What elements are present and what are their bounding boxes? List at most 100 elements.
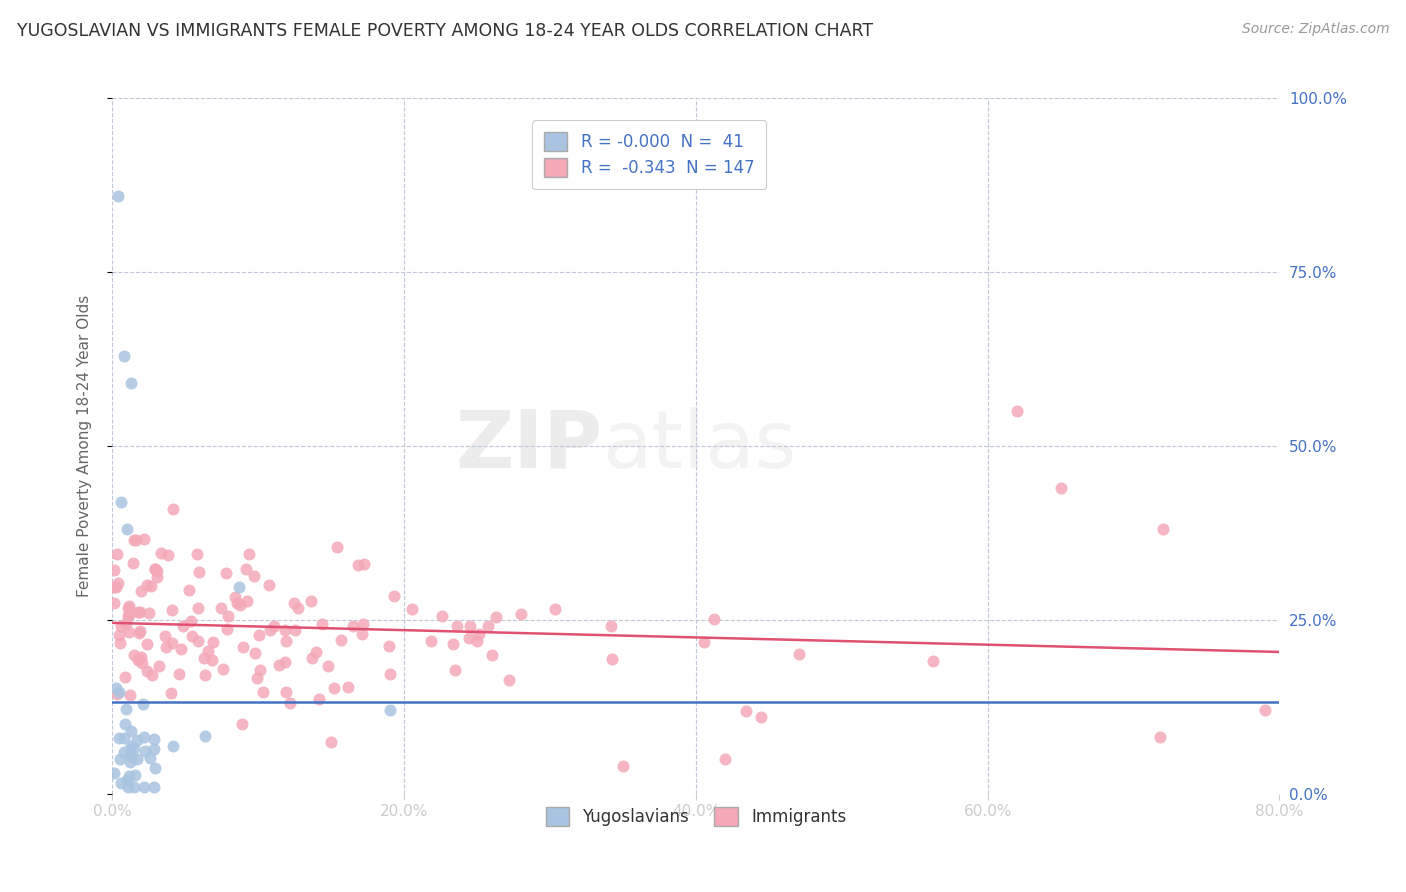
Point xyxy=(352,616,374,631)
Point xyxy=(118,769,141,783)
Point xyxy=(107,576,129,591)
Point xyxy=(103,580,125,594)
Point xyxy=(145,570,167,584)
Point xyxy=(751,710,773,724)
Point xyxy=(104,681,127,696)
Point xyxy=(201,653,224,667)
Point xyxy=(160,686,183,700)
Point xyxy=(120,688,142,702)
Point xyxy=(157,548,180,562)
Point xyxy=(124,768,146,782)
Point xyxy=(146,564,169,578)
Point xyxy=(155,640,177,655)
Point xyxy=(1152,523,1174,537)
Point xyxy=(108,636,131,650)
Point xyxy=(441,637,464,651)
Point xyxy=(460,618,482,632)
Point xyxy=(128,626,150,640)
Point xyxy=(187,633,209,648)
Point xyxy=(124,648,146,663)
Y-axis label: Female Poverty Among 18-24 Year Olds: Female Poverty Among 18-24 Year Olds xyxy=(77,295,91,597)
Point xyxy=(134,780,156,794)
Point xyxy=(509,607,531,621)
Point xyxy=(117,609,139,624)
Point xyxy=(135,664,157,678)
Point xyxy=(274,655,297,669)
Point xyxy=(170,642,193,657)
Point xyxy=(107,685,129,699)
Point xyxy=(114,670,136,684)
Point xyxy=(143,562,166,576)
Point xyxy=(350,627,373,641)
Point xyxy=(124,533,146,547)
Point xyxy=(378,703,401,717)
Point xyxy=(238,547,260,561)
Point xyxy=(112,349,135,363)
Point xyxy=(430,609,453,624)
Point xyxy=(287,600,309,615)
Point xyxy=(132,697,155,711)
Text: Source: ZipAtlas.com: Source: ZipAtlas.com xyxy=(1241,22,1389,37)
Point xyxy=(236,594,259,608)
Point xyxy=(209,601,232,615)
Point xyxy=(232,640,254,655)
Point xyxy=(120,376,142,391)
Point xyxy=(194,729,217,743)
Point xyxy=(129,650,152,665)
Point xyxy=(284,623,307,637)
Point xyxy=(347,558,370,573)
Point xyxy=(1149,730,1171,744)
Point xyxy=(247,628,270,642)
Point xyxy=(115,701,138,715)
Point xyxy=(326,540,349,554)
Point xyxy=(1049,481,1071,495)
Point xyxy=(226,596,249,610)
Point xyxy=(124,780,146,794)
Point xyxy=(600,619,623,633)
Point xyxy=(129,624,152,639)
Point xyxy=(180,615,202,629)
Point xyxy=(612,759,634,773)
Point xyxy=(263,619,285,633)
Point xyxy=(120,743,142,757)
Point xyxy=(316,659,339,673)
Point xyxy=(224,590,246,604)
Point xyxy=(308,692,330,706)
Point xyxy=(129,584,152,599)
Point xyxy=(201,634,224,648)
Point xyxy=(114,716,136,731)
Point xyxy=(181,629,204,643)
Point xyxy=(134,532,156,546)
Point xyxy=(138,751,160,765)
Point xyxy=(319,735,342,749)
Point xyxy=(110,619,132,633)
Point xyxy=(231,717,253,731)
Point xyxy=(125,533,148,547)
Point xyxy=(243,569,266,583)
Point xyxy=(259,624,281,638)
Point xyxy=(162,502,184,516)
Point xyxy=(117,780,139,794)
Point xyxy=(115,523,138,537)
Point xyxy=(484,609,506,624)
Point xyxy=(118,599,141,613)
Point xyxy=(197,644,219,658)
Point xyxy=(129,605,152,619)
Point xyxy=(127,653,149,667)
Point xyxy=(235,562,257,576)
Point xyxy=(243,646,266,660)
Point xyxy=(172,619,194,633)
Point xyxy=(378,639,401,653)
Point xyxy=(311,616,333,631)
Point xyxy=(105,581,128,595)
Point xyxy=(167,666,190,681)
Point xyxy=(103,563,125,577)
Point xyxy=(274,624,297,638)
Point xyxy=(283,596,305,610)
Point xyxy=(105,547,128,561)
Point xyxy=(134,744,156,758)
Point xyxy=(229,599,252,613)
Point xyxy=(155,630,177,644)
Point xyxy=(179,582,201,597)
Point xyxy=(323,681,346,695)
